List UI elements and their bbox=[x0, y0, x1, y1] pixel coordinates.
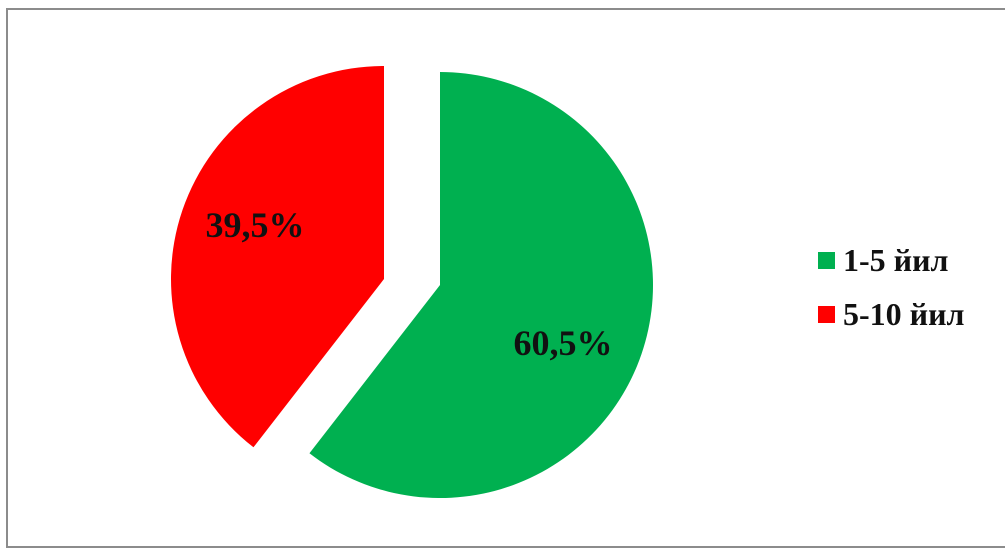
pie-slice-1-5-years bbox=[309, 72, 654, 498]
pie-slice-5-10-years bbox=[170, 66, 384, 448]
legend-label-1-5-years: 1-5 йил bbox=[843, 241, 949, 278]
legend-swatch-red bbox=[818, 305, 835, 323]
legend: 1-5 йил 5-10 йил bbox=[818, 233, 964, 341]
legend-label-5-10-years: 5-10 йил bbox=[843, 295, 965, 332]
pie-slices bbox=[170, 66, 654, 498]
data-label-5-10-years: 39,5% bbox=[206, 205, 305, 245]
legend-item-1-5-years: 1-5 йил bbox=[818, 233, 964, 287]
legend-swatch-green bbox=[818, 251, 835, 269]
data-label-1-5-years: 60,5% bbox=[514, 323, 613, 363]
legend-item-5-10-years: 5-10 йил bbox=[818, 287, 964, 341]
